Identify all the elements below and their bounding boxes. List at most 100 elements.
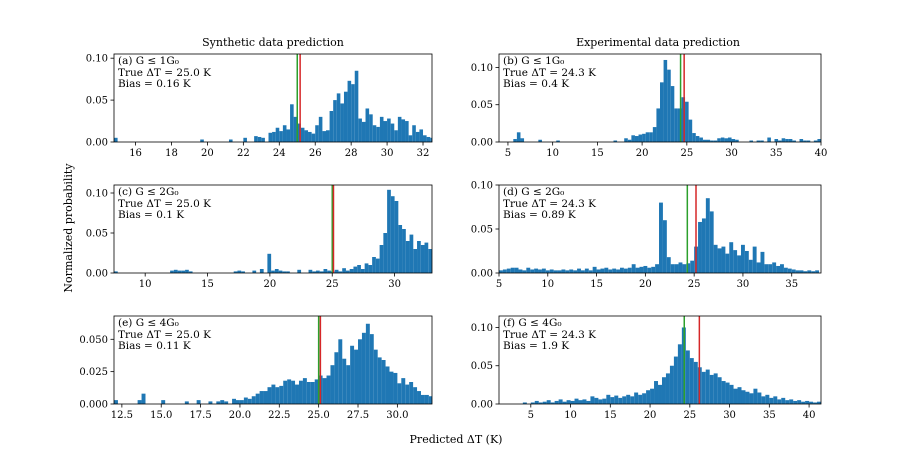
histogram-bar (578, 400, 583, 404)
histogram-bar (580, 270, 585, 273)
y-tick-label: 0.10 (471, 63, 493, 74)
histogram-bar (627, 139, 632, 142)
axes-frame (113, 53, 433, 143)
histogram-bar (365, 108, 370, 142)
true-value-text: True ΔT = 25.0 K (118, 198, 211, 210)
x-tick-label: 22.5 (268, 410, 290, 421)
histogram-bar (651, 266, 656, 273)
histogram-bar (306, 382, 311, 404)
histogram-bar (756, 262, 761, 273)
histogram-bar (310, 382, 315, 404)
histogram-bar (660, 82, 664, 142)
histogram-bar (385, 366, 390, 404)
histogram-bar (655, 264, 660, 273)
histogram-bar (619, 267, 624, 273)
histogram-bar (550, 402, 555, 404)
histogram-bar (768, 264, 773, 273)
histogram-bar (275, 127, 280, 142)
histogram-bar (452, 400, 456, 404)
true-value-text: True ΔT = 24.3 K (503, 67, 596, 79)
histogram-bar (781, 397, 786, 404)
x-tick-label: 25 (688, 279, 701, 290)
histogram-bar (237, 270, 242, 273)
x-tick-label: 22 (237, 148, 250, 159)
histogram-bar (243, 397, 248, 404)
histogram-bar (674, 264, 679, 273)
true-value-text: True ΔT = 24.3 K (503, 329, 596, 341)
histogram-bar (792, 140, 796, 142)
histogram-bar (594, 397, 599, 404)
histogram-bar (282, 271, 287, 273)
histogram-bar (323, 269, 328, 273)
histogram-bar (390, 123, 395, 142)
histogram-bar (706, 139, 711, 142)
x-tick-label: 20 (644, 410, 657, 421)
histogram-bar (405, 384, 410, 404)
y-axis-label: Normalized probability (62, 163, 75, 293)
histogram-bar (729, 242, 734, 273)
histogram-bar (709, 211, 714, 273)
histogram-bar (394, 201, 399, 273)
histogram-bar (574, 398, 579, 404)
histogram-bar (318, 116, 323, 142)
x-tick-label: 15 (590, 279, 603, 290)
histogram-bar (735, 139, 739, 142)
histogram-bar (669, 365, 674, 404)
histogram-bar (397, 116, 402, 142)
histogram-bar (274, 269, 279, 273)
x-tick-label: 30 (723, 410, 736, 421)
histogram-bar (757, 392, 762, 404)
histogram-bar (304, 130, 309, 142)
histogram-bar (387, 189, 391, 273)
histogram-bar (616, 269, 620, 273)
histogram-bar (534, 400, 539, 404)
histogram-bar (563, 139, 567, 142)
histogram-bar (541, 268, 546, 273)
histogram-bar (781, 138, 786, 142)
histogram-bar (232, 398, 237, 404)
histogram-bar (817, 139, 821, 142)
histogram-bar (466, 139, 470, 142)
histogram-bar (737, 255, 741, 273)
histogram-bar (806, 140, 811, 142)
histogram-bar (383, 233, 388, 273)
bias-text: Bias = 0.11 K (118, 340, 191, 352)
x-tick-label: 12.5 (111, 410, 133, 421)
histogram-bar (760, 251, 765, 273)
histogram-bar (499, 270, 503, 273)
histogram-bar (398, 225, 403, 273)
panel-e: 12.5 15.0 17.5 20.0 22.5 25.0 27.5 30.0 0.000 0.0… (79, 315, 456, 421)
histogram-bar (428, 396, 432, 404)
histogram-bar (383, 121, 388, 142)
panel-f: 5 10 15 20 25 30 35 40 0.00 0.05 0.10 (f) G ≤ 4G₀Tr… (471, 315, 822, 421)
bias-text: Bias = 0.16 K (118, 78, 191, 90)
histogram-bar (788, 139, 793, 142)
y-tick-label: 0.00 (471, 400, 493, 411)
histogram-bar (177, 270, 182, 273)
histogram-bar (780, 264, 784, 273)
true-value-text: True ΔT = 24.3 K (503, 198, 596, 210)
histogram-bar (787, 268, 792, 273)
histogram-bar (713, 373, 718, 404)
column-title-right: Experimental data prediction (576, 36, 740, 49)
histogram-bar (420, 245, 425, 273)
histogram-bar (661, 377, 666, 404)
histogram-bar (251, 396, 256, 404)
histogram-bar (293, 116, 298, 142)
histogram-bar (717, 248, 722, 273)
histogram-bar (326, 130, 330, 142)
histogram-bar (372, 125, 377, 142)
histogram-bar (433, 395, 437, 404)
x-tick-label: 40 (815, 148, 828, 159)
histogram-bar (682, 264, 687, 273)
histogram-bar (300, 127, 305, 142)
x-tick-label: 10 (564, 410, 577, 421)
histogram-bar (795, 270, 800, 273)
histogram-bar (375, 258, 380, 273)
histogram-bar (338, 271, 343, 273)
histogram-bar (413, 387, 418, 404)
histogram-bar (761, 396, 766, 404)
histogram-bar (813, 140, 818, 142)
histogram-bar (666, 257, 671, 273)
histogram-bar (365, 323, 370, 404)
